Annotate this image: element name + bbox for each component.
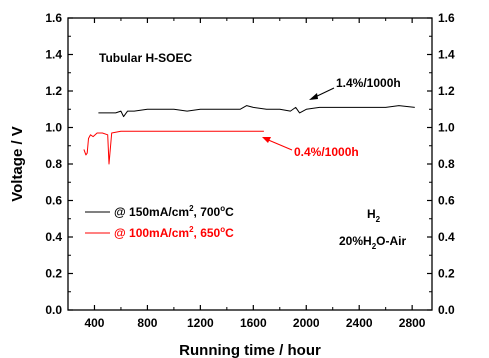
chart-inner-title: Tubular H-SOEC: [99, 51, 192, 65]
y-tick-label-left: 1.6: [45, 11, 62, 25]
series-line-black: [98, 105, 415, 118]
red-rate-arrow: [265, 138, 293, 151]
y-tick-label-left: 0.0: [45, 303, 62, 317]
x-tick-label: 1600: [240, 316, 267, 330]
y-tick-label-left: 0.2: [45, 267, 62, 281]
y-tick-label-right: 1.4: [438, 48, 455, 62]
y-tick-label-left: 0.8: [45, 157, 62, 171]
y-tick-label-right: 1.2: [438, 84, 455, 98]
black-rate-arrowhead: [309, 93, 318, 100]
x-tick-label: 2800: [399, 316, 426, 330]
y-tick-label-left: 1.0: [45, 121, 62, 135]
x-tick-label: 1200: [187, 316, 214, 330]
y-tick-label-right: 0.2: [438, 267, 455, 281]
series-group: [83, 105, 415, 165]
gas-air-label: 20%H2O-Air: [339, 234, 406, 251]
x-tick-label: 2000: [293, 316, 320, 330]
legend: @ 150mA/cm2, 700oC @ 100mA/cm2, 650oC: [85, 204, 234, 240]
y-tick-label-left: 1.4: [45, 48, 62, 62]
y-tick-label-left: 1.2: [45, 84, 62, 98]
x-tick-label: 400: [84, 316, 104, 330]
gas-h2-label: H2: [367, 207, 381, 224]
legend-label-black: @ 150mA/cm2, 700oC: [114, 204, 234, 219]
y-tick-label-right: 1.6: [438, 11, 455, 25]
y-tick-label-left: 0.4: [45, 230, 62, 244]
y-tick-label-right: 0.4: [438, 230, 455, 244]
black-rate-label: 1.4%/1000h: [336, 76, 401, 90]
red-rate-annotation: 0.4%/1000h: [262, 137, 359, 159]
legend-label-red: @ 100mA/cm2, 650oC: [114, 225, 234, 240]
x-tick-label: 2400: [346, 316, 373, 330]
y-tick-label-right: 0.6: [438, 194, 455, 208]
y-tick-label-left: 0.6: [45, 194, 62, 208]
series-line-red: [83, 130, 264, 165]
y-tick-label-right: 1.0: [438, 121, 455, 135]
y-tick-label-right: 0.8: [438, 157, 455, 171]
x-tick-label: 800: [137, 316, 157, 330]
red-rate-label: 0.4%/1000h: [294, 145, 359, 159]
y-tick-label-right: 0.0: [438, 303, 455, 317]
red-rate-arrowhead: [262, 137, 271, 143]
y-axis-title: Voltage / V: [9, 126, 26, 202]
black-rate-annotation: 1.4%/1000h: [309, 76, 401, 100]
x-axis-title: Running time / hour: [179, 342, 321, 358]
axis-ticks: 0.0 0.0 0.2 0.2 0.4 0.4 0.6 0.6 0.8 0.8 1.0 1.0 1.2 1…: [45, 11, 455, 330]
